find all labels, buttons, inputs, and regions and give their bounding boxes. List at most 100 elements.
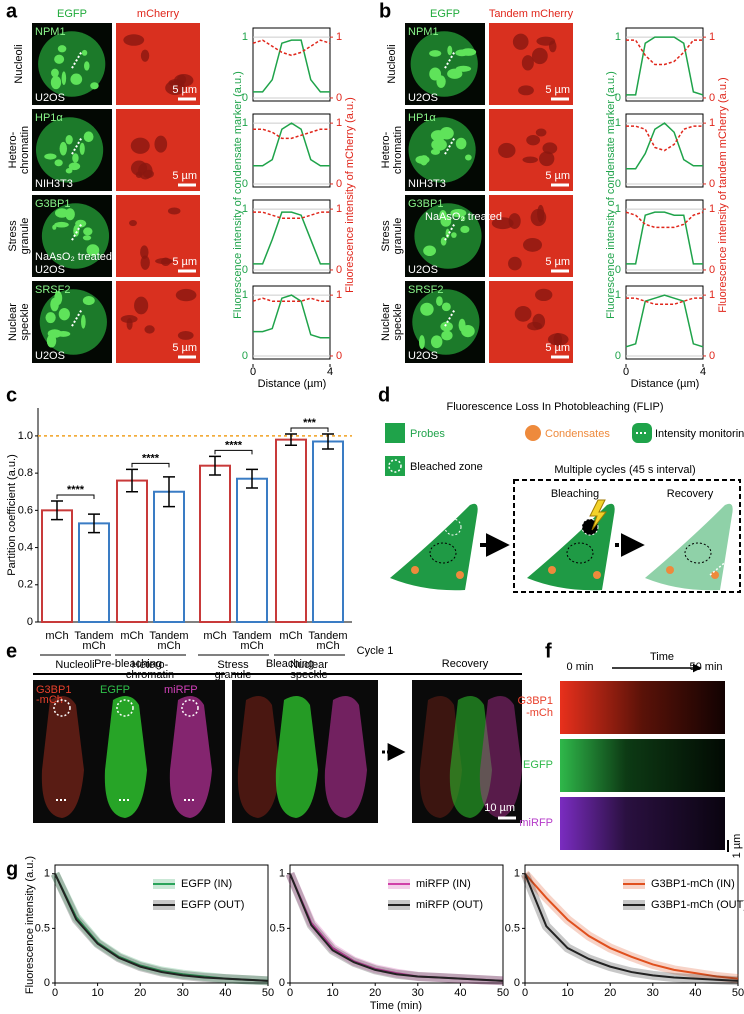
cell: [449, 696, 492, 818]
nucleus: [684, 542, 712, 564]
dark-region: [140, 49, 150, 62]
dark-region: [514, 305, 532, 322]
profile-line: [444, 309, 456, 327]
time-label: Time: [650, 651, 674, 663]
legend-label: Condensates: [545, 428, 610, 440]
condensate: [81, 314, 86, 329]
y-tick-label: 0: [615, 350, 621, 362]
x-tick-label: 40: [689, 987, 701, 999]
condensate: [54, 159, 63, 167]
cell: [275, 696, 318, 818]
group-label: Stress: [217, 659, 249, 671]
profile-line: [71, 137, 83, 155]
bar: [41, 509, 73, 624]
row-label: Nuclear: [7, 303, 19, 341]
y2-tick-label: 1: [336, 117, 342, 129]
significance-bracket: [290, 427, 329, 433]
panel-label: a: [6, 0, 18, 22]
condensate: [422, 155, 428, 160]
scale-label: 5 µm: [172, 342, 197, 354]
green-profile: [253, 211, 330, 265]
condensate: [52, 224, 57, 230]
bar-label: mCh: [45, 630, 68, 642]
row-label: Hetero-: [7, 131, 19, 168]
error-bar: [246, 468, 258, 489]
x-tick-label: 20: [369, 987, 381, 999]
green-profile: [253, 39, 330, 93]
marker-label: NPM1: [408, 26, 439, 38]
series-line: [289, 873, 504, 982]
row-label: Hetero-: [380, 131, 392, 168]
marker-label: HP1α: [408, 112, 436, 124]
green-profile: [626, 36, 704, 96]
dark-region: [165, 80, 186, 96]
row-label: EGFP: [523, 759, 553, 771]
condensate: [50, 75, 62, 90]
condensate: [423, 245, 436, 257]
condensate: [79, 142, 85, 155]
y-tick-label: 1: [242, 203, 248, 215]
cell-line: NIH3T3: [408, 178, 446, 190]
x-tick-label: 30: [177, 987, 189, 999]
condensate: [455, 49, 469, 57]
red-profile: [626, 125, 703, 152]
condensate: [465, 154, 472, 161]
significance: ****: [225, 439, 243, 451]
condensate: [455, 137, 467, 150]
bar: [236, 477, 268, 623]
x-axis-label: Time (min): [370, 1000, 422, 1012]
bar-label: Tandem: [232, 630, 271, 642]
y-tick-label: 0.5: [270, 922, 285, 934]
row-label: Nucleoli: [386, 44, 398, 83]
y-tick-label: 1: [44, 868, 50, 880]
dark-region: [176, 74, 187, 85]
legend-label: miRFP (OUT): [416, 899, 483, 911]
dark-region: [526, 134, 541, 146]
condensate: [447, 45, 453, 56]
cell-line: U2OS: [408, 350, 438, 362]
condensate: [440, 215, 452, 227]
condensate: [65, 168, 73, 174]
y-axis-label: Fluorescence intensity of condensate mar…: [605, 71, 617, 319]
legend-label: EGFP (IN): [181, 878, 232, 890]
y2-tick-label: 1: [709, 117, 715, 129]
scale-label: 5 µm: [172, 170, 197, 182]
row-label: granule: [19, 218, 31, 255]
scale-label: 10 µm: [484, 802, 515, 814]
x-tick-label: 0: [623, 366, 629, 378]
condensate: [72, 153, 79, 163]
condensate: [429, 67, 442, 81]
dark-region: [167, 207, 181, 215]
scale-label: 5 µm: [545, 342, 570, 354]
marker-label: G3BP1: [408, 198, 443, 210]
plot-frame: [252, 27, 331, 102]
cell-shape: [645, 503, 733, 591]
condensate: [54, 208, 69, 218]
y-tick-label: 0.5: [35, 922, 50, 934]
nucleus: [429, 542, 457, 564]
dark-region: [518, 85, 534, 96]
condensate: [45, 312, 56, 324]
legend-label: Intensity monitoring: [655, 428, 744, 440]
condensate: [441, 302, 451, 312]
dark-region: [535, 128, 547, 137]
dark-region: [547, 333, 569, 346]
dark-region: [548, 40, 557, 53]
section-header: Recovery: [442, 658, 489, 670]
significance: ****: [142, 452, 160, 464]
y2-tick-label: 0: [336, 178, 342, 190]
condensate: [75, 219, 87, 228]
profile-line: [444, 51, 456, 69]
green-profile: [626, 211, 703, 265]
y-tick-label: 0: [44, 977, 50, 989]
plot-frame: [625, 199, 704, 274]
condensate: [50, 297, 59, 312]
dark-region: [498, 142, 516, 159]
error-band: [285, 871, 504, 986]
condensate: [440, 321, 453, 332]
cell: [479, 696, 522, 818]
x-tick-label: 20: [604, 987, 616, 999]
plot-frame: [524, 864, 739, 984]
x-tick-label: 10: [326, 987, 338, 999]
